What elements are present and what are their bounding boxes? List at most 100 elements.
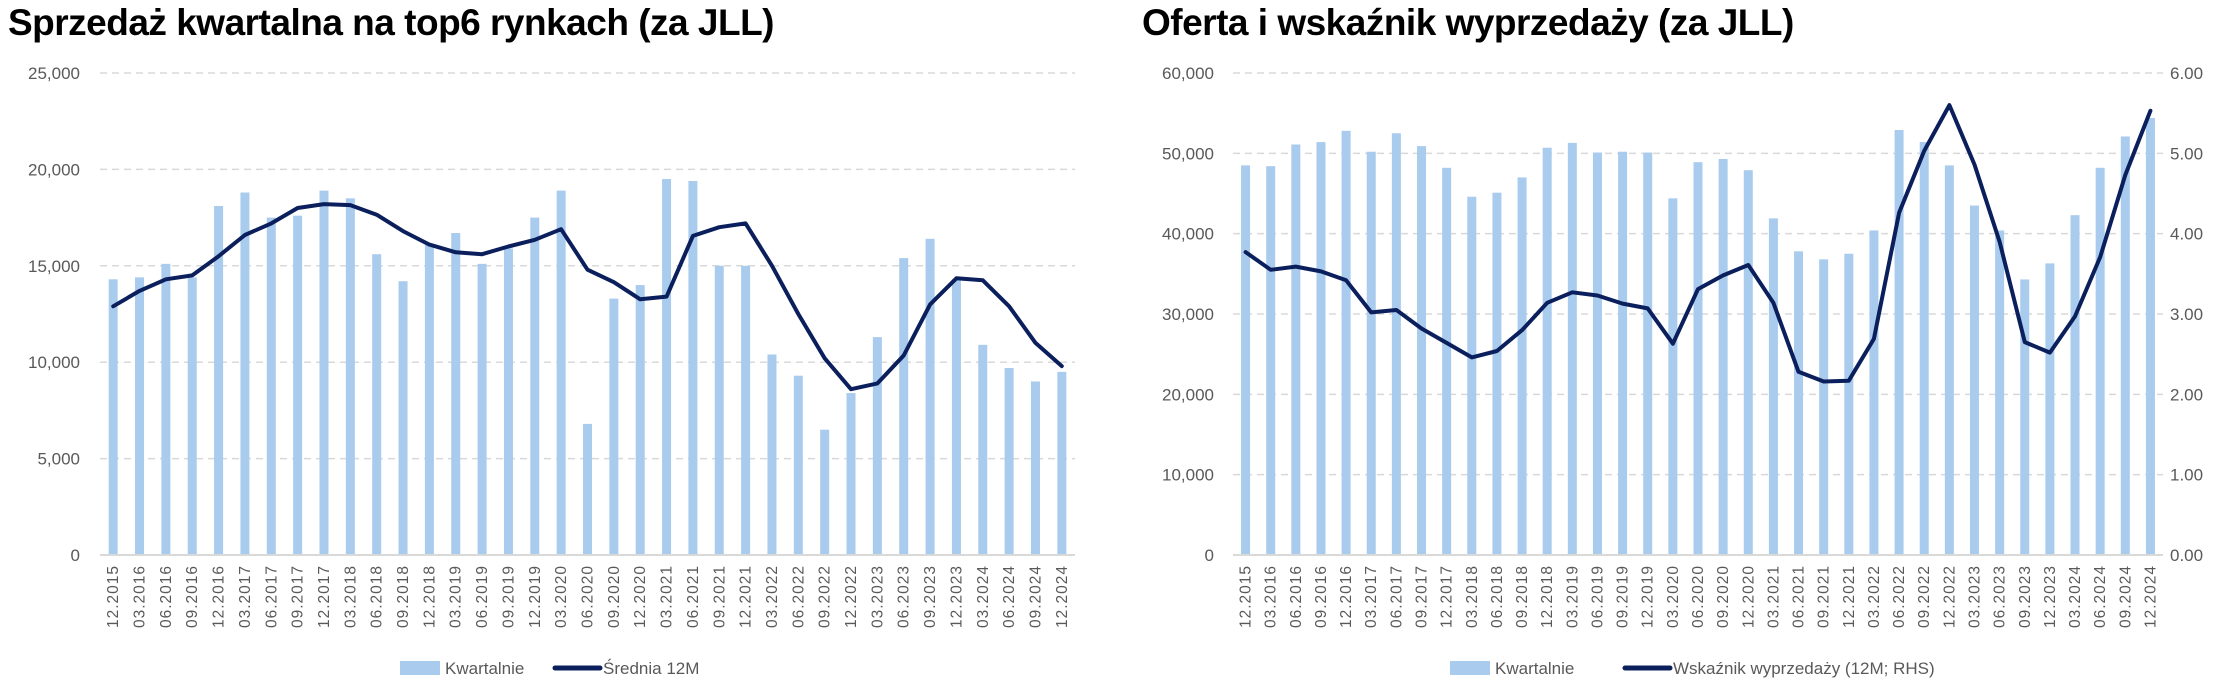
y-tick-label: 5,000 bbox=[37, 450, 80, 469]
x-tick-label: 12.2023 bbox=[2042, 565, 2059, 628]
bar bbox=[556, 190, 566, 555]
y-tick-label: 30,000 bbox=[1162, 305, 1214, 324]
x-tick-label: 06.2020 bbox=[1690, 565, 1707, 628]
y-tick-label: 10,000 bbox=[1162, 466, 1214, 485]
x-tick-label: 09.2019 bbox=[1615, 565, 1632, 628]
x-tick-label: 06.2016 bbox=[158, 565, 175, 628]
bar bbox=[1894, 130, 1904, 555]
bar bbox=[1492, 192, 1502, 556]
x-tick-label: 12.2022 bbox=[843, 565, 860, 628]
x-tick-label: 12.2021 bbox=[1841, 565, 1858, 628]
bar bbox=[899, 258, 909, 555]
bar bbox=[2070, 215, 2080, 555]
x-tick-label: 06.2019 bbox=[474, 565, 491, 628]
y2-tick-label: 0.00 bbox=[2170, 546, 2203, 565]
bar bbox=[345, 198, 355, 555]
x-tick-label: 12.2016 bbox=[1338, 565, 1355, 628]
legend-label: Średnia 12M bbox=[603, 659, 699, 678]
x-tick-label: 03.2021 bbox=[1765, 565, 1782, 628]
x-tick-label: 06.2024 bbox=[1001, 565, 1018, 628]
x-tick-label: 12.2020 bbox=[632, 565, 649, 628]
x-tick-label: 03.2016 bbox=[1263, 565, 1280, 628]
x-tick-label: 03.2019 bbox=[1564, 565, 1581, 628]
x-tick-label: 12.2016 bbox=[211, 565, 228, 628]
bar bbox=[424, 244, 434, 556]
bar bbox=[1794, 251, 1804, 555]
x-tick-label: 06.2017 bbox=[1388, 565, 1405, 628]
bar bbox=[767, 354, 777, 555]
x-tick-label: 03.2018 bbox=[1464, 565, 1481, 628]
bar bbox=[1693, 162, 1703, 556]
x-tick-label: 03.2021 bbox=[659, 565, 676, 628]
x-tick-label: 03.2024 bbox=[2067, 565, 2084, 628]
y-tick-label: 20,000 bbox=[28, 160, 80, 179]
bar bbox=[793, 375, 803, 555]
x-tick-label: 12.2020 bbox=[1740, 565, 1757, 628]
x-tick-label: 09.2022 bbox=[1916, 565, 1933, 628]
chart-title-sales: Sprzedaż kwartalna na top6 rynkach (za J… bbox=[8, 2, 775, 43]
x-tick-label: 06.2024 bbox=[2092, 565, 2109, 628]
bar bbox=[293, 215, 303, 555]
x-tick-label: 09.2016 bbox=[1313, 565, 1330, 628]
bar bbox=[1668, 198, 1678, 555]
y2-tick-label: 4.00 bbox=[2170, 225, 2203, 244]
x-tick-label: 06.2019 bbox=[1589, 565, 1606, 628]
bar bbox=[1004, 367, 1014, 555]
legend-swatch-bar bbox=[1450, 661, 1490, 675]
bar bbox=[2095, 167, 2105, 555]
x-tick-label: 06.2021 bbox=[685, 565, 702, 628]
bar bbox=[1743, 170, 1753, 555]
bar bbox=[1944, 165, 1954, 555]
bar bbox=[688, 180, 698, 555]
x-tick-label: 12.2022 bbox=[1941, 565, 1958, 628]
x-tick-label: 12.2019 bbox=[1640, 565, 1657, 628]
x-tick-label: 09.2016 bbox=[184, 565, 201, 628]
bar bbox=[951, 279, 961, 555]
x-tick-label: 12.2017 bbox=[1439, 565, 1456, 628]
bar bbox=[1266, 166, 1276, 556]
x-tick-label: 09.2018 bbox=[395, 565, 412, 628]
bar bbox=[266, 217, 276, 555]
bar bbox=[187, 277, 197, 555]
bar bbox=[1517, 177, 1527, 555]
x-tick-label: 09.2019 bbox=[500, 565, 517, 628]
bar bbox=[319, 190, 329, 555]
x-tick-label: 09.2021 bbox=[1816, 565, 1833, 628]
bar bbox=[1417, 146, 1427, 555]
x-tick-label: 09.2022 bbox=[817, 565, 834, 628]
x-tick-label: 06.2022 bbox=[790, 565, 807, 628]
bar bbox=[503, 248, 513, 555]
bar bbox=[1341, 130, 1351, 555]
bar bbox=[372, 254, 382, 555]
bar bbox=[1442, 167, 1452, 555]
x-tick-label: 03.2022 bbox=[764, 565, 781, 628]
x-tick-label: 12.2021 bbox=[738, 565, 755, 628]
bar bbox=[2020, 279, 2030, 555]
bar bbox=[214, 206, 224, 556]
y-tick-label: 0 bbox=[1205, 546, 1214, 565]
x-tick-label: 06.2018 bbox=[1489, 565, 1506, 628]
bar bbox=[609, 298, 619, 555]
x-tick-label: 03.2023 bbox=[1966, 565, 1983, 628]
legend-label: Kwartalnie bbox=[445, 659, 524, 678]
x-tick-label: 12.2017 bbox=[316, 565, 333, 628]
x-tick-label: 12.2015 bbox=[105, 565, 122, 628]
bar bbox=[846, 393, 856, 555]
bar bbox=[1057, 371, 1067, 555]
x-tick-label: 03.2022 bbox=[1866, 565, 1883, 628]
x-tick-label: 03.2017 bbox=[1363, 565, 1380, 628]
bar bbox=[1768, 218, 1778, 556]
series-line bbox=[111, 202, 1064, 392]
y-tick-label: 15,000 bbox=[28, 257, 80, 276]
y-tick-label: 50,000 bbox=[1162, 144, 1214, 163]
bar bbox=[1969, 205, 1979, 556]
y-tick-label: 40,000 bbox=[1162, 225, 1214, 244]
bar bbox=[135, 277, 145, 555]
bar bbox=[1316, 142, 1326, 555]
y-tick-label: 60,000 bbox=[1162, 64, 1214, 83]
x-tick-label: 12.2019 bbox=[527, 565, 544, 628]
y2-tick-label: 2.00 bbox=[2170, 385, 2203, 404]
x-tick-label: 06.2016 bbox=[1288, 565, 1305, 628]
bar bbox=[741, 265, 751, 555]
x-tick-label: 09.2017 bbox=[290, 565, 307, 628]
